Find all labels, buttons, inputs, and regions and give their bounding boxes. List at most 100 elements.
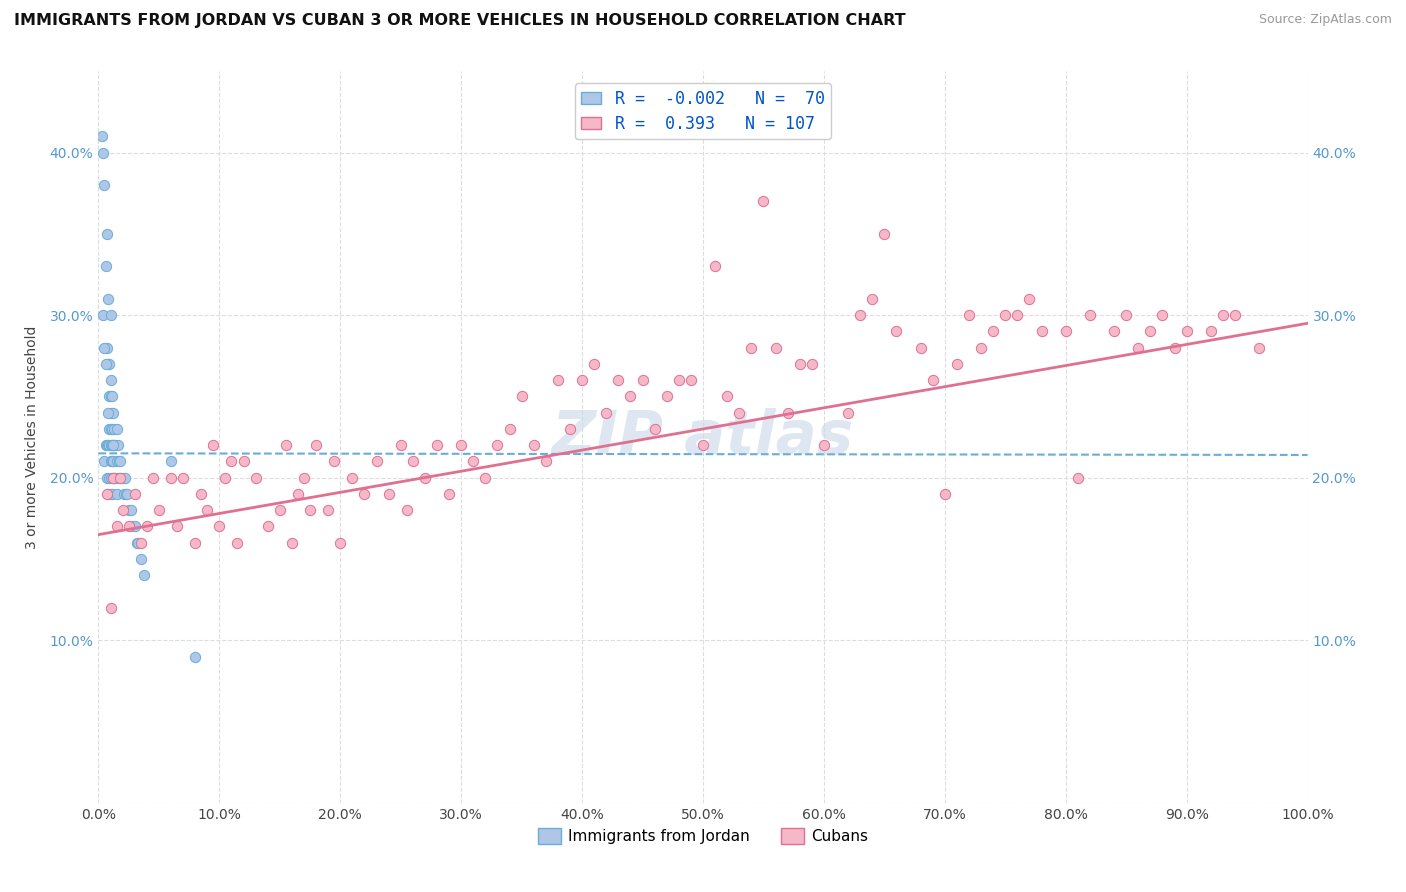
Point — [934, 487, 956, 501]
Point — [299, 503, 322, 517]
Point — [97, 406, 120, 420]
Point — [214, 471, 236, 485]
Point — [595, 406, 617, 420]
Point — [184, 535, 207, 549]
Point — [111, 503, 134, 517]
Point — [226, 535, 249, 549]
Point — [129, 535, 152, 549]
Point — [166, 519, 188, 533]
Point — [523, 438, 546, 452]
Point — [124, 487, 146, 501]
Point — [129, 552, 152, 566]
Point — [100, 454, 122, 468]
Point — [115, 487, 138, 501]
Point — [100, 471, 122, 485]
Point — [644, 422, 666, 436]
Point — [105, 454, 128, 468]
Point — [323, 454, 346, 468]
Point — [98, 471, 121, 485]
Point — [100, 422, 122, 436]
Point — [1007, 308, 1029, 322]
Point — [127, 535, 149, 549]
Point — [108, 471, 131, 485]
Point — [740, 341, 762, 355]
Point — [108, 454, 131, 468]
Point — [1163, 341, 1185, 355]
Point — [534, 454, 557, 468]
Point — [100, 389, 122, 403]
Text: IMMIGRANTS FROM JORDAN VS CUBAN 3 OR MORE VEHICLES IN HOUSEHOLD CORRELATION CHAR: IMMIGRANTS FROM JORDAN VS CUBAN 3 OR MOR… — [14, 13, 905, 29]
Point — [100, 438, 122, 452]
Point — [619, 389, 641, 403]
Point — [121, 519, 143, 533]
Point — [849, 308, 872, 322]
Point — [860, 292, 883, 306]
Point — [395, 503, 418, 517]
Point — [1128, 341, 1150, 355]
Point — [1152, 308, 1174, 322]
Point — [1078, 308, 1101, 322]
Point — [1067, 471, 1090, 485]
Point — [498, 422, 520, 436]
Point — [101, 406, 124, 420]
Text: Source: ZipAtlas.com: Source: ZipAtlas.com — [1258, 13, 1392, 27]
Point — [981, 325, 1004, 339]
Point — [114, 471, 136, 485]
Point — [190, 487, 212, 501]
Point — [342, 471, 364, 485]
Point — [1018, 292, 1040, 306]
Point — [97, 438, 120, 452]
Point — [1212, 308, 1234, 322]
Point — [100, 600, 122, 615]
Point — [135, 519, 157, 533]
Point — [148, 503, 170, 517]
Point — [716, 389, 738, 403]
Point — [103, 422, 125, 436]
Point — [547, 373, 569, 387]
Point — [558, 422, 581, 436]
Point — [93, 178, 115, 193]
Point — [98, 438, 121, 452]
Point — [101, 438, 124, 452]
Point — [1054, 325, 1077, 339]
Point — [94, 438, 117, 452]
Point — [108, 454, 131, 468]
Point — [96, 341, 118, 355]
Point — [100, 487, 122, 501]
Point — [93, 341, 115, 355]
Point — [728, 406, 751, 420]
Point — [127, 535, 149, 549]
Point — [100, 422, 122, 436]
Point — [124, 519, 146, 533]
Point — [274, 438, 297, 452]
Point — [269, 503, 291, 517]
Point — [366, 454, 388, 468]
Point — [1249, 341, 1271, 355]
Point — [101, 438, 124, 452]
Point — [105, 487, 128, 501]
Point — [108, 471, 131, 485]
Point — [631, 373, 654, 387]
Point — [104, 471, 127, 485]
Point — [305, 438, 328, 452]
Point — [105, 519, 128, 533]
Point — [134, 568, 156, 582]
Point — [97, 357, 120, 371]
Point — [160, 454, 183, 468]
Point — [837, 406, 859, 420]
Point — [463, 454, 485, 468]
Point — [813, 438, 835, 452]
Point — [765, 341, 787, 355]
Point — [112, 487, 135, 501]
Point — [93, 454, 115, 468]
Point — [98, 357, 121, 371]
Point — [287, 487, 309, 501]
Point — [1223, 308, 1246, 322]
Point — [100, 406, 122, 420]
Point — [583, 357, 606, 371]
Point — [100, 389, 122, 403]
Point — [946, 357, 969, 371]
Point — [256, 519, 278, 533]
Point — [571, 373, 593, 387]
Point — [100, 438, 122, 452]
